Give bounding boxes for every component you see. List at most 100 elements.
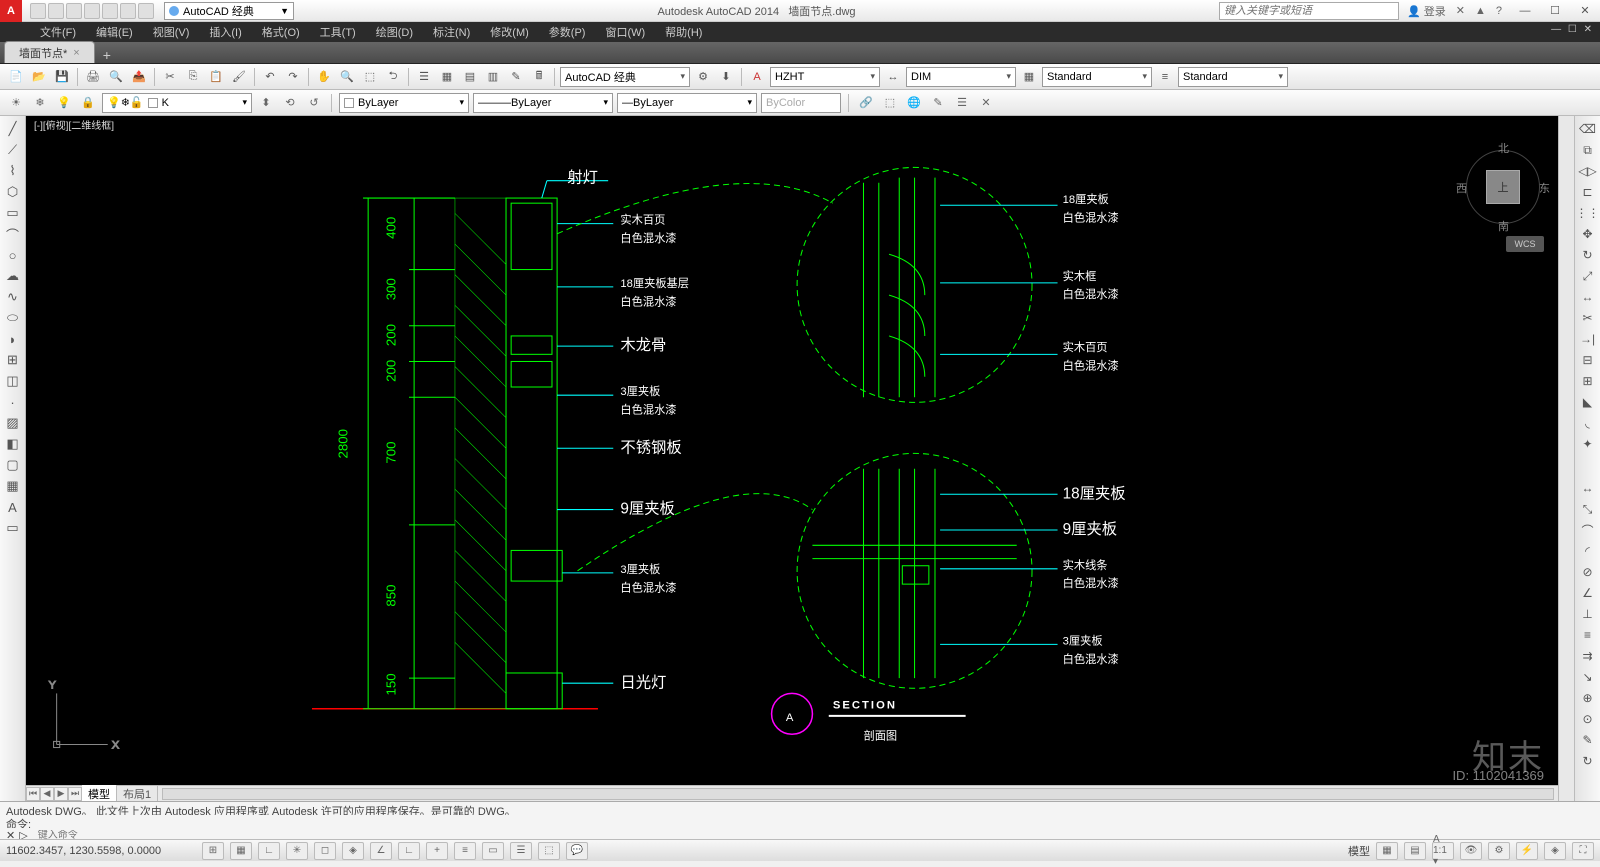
circle-icon[interactable]: ○ bbox=[3, 246, 23, 264]
pan-icon[interactable]: ✋ bbox=[314, 67, 334, 87]
scale-icon[interactable]: ⤢ bbox=[1578, 267, 1598, 285]
line-icon[interactable]: ╱ bbox=[3, 120, 23, 138]
status-grid-icon[interactable]: ▦ bbox=[1376, 842, 1398, 860]
block-icon[interactable]: ◫ bbox=[3, 372, 23, 390]
menu-window[interactable]: 窗口(W) bbox=[595, 22, 655, 42]
mtext-icon[interactable]: A bbox=[3, 498, 23, 516]
signin-button[interactable]: 👤 登录 bbox=[1407, 3, 1446, 19]
cut-icon[interactable]: ✂ bbox=[160, 67, 180, 87]
help-icon[interactable]: ? bbox=[1496, 5, 1502, 17]
grid-toggle[interactable]: ▦ bbox=[230, 842, 252, 860]
document-tab[interactable]: 墙面节点* × bbox=[4, 41, 95, 63]
redo-icon[interactable]: ↷ bbox=[283, 67, 303, 87]
rotate-icon[interactable]: ↻ bbox=[1578, 246, 1598, 264]
dim-aligned-icon[interactable]: ⤡ bbox=[1578, 500, 1598, 518]
paste-icon[interactable]: 📋 bbox=[206, 67, 226, 87]
new-icon[interactable]: 📄 bbox=[6, 67, 26, 87]
dimstyle-icon[interactable]: ↔ bbox=[883, 67, 903, 87]
preview-icon[interactable]: 🔍 bbox=[106, 67, 126, 87]
menu-view[interactable]: 视图(V) bbox=[143, 22, 200, 42]
drawing-canvas[interactable]: YX bbox=[26, 132, 1558, 785]
ref-edit-icon[interactable]: ✎ bbox=[928, 93, 948, 113]
wcs-indicator[interactable]: WCS bbox=[1506, 236, 1544, 252]
dim-arc-icon[interactable]: ⌒ bbox=[1578, 521, 1598, 539]
ref-manager-icon[interactable]: ☰ bbox=[952, 93, 972, 113]
layer-freeze-icon[interactable]: ❄ bbox=[30, 93, 50, 113]
publish-icon[interactable]: 📤 bbox=[129, 67, 149, 87]
dim-update-icon[interactable]: ↻ bbox=[1578, 752, 1598, 770]
dim-leader-icon[interactable]: ↘ bbox=[1578, 668, 1598, 686]
dim-angular-icon[interactable]: ∠ bbox=[1578, 584, 1598, 602]
textstyle-combo[interactable]: HZHT▾ bbox=[770, 67, 880, 87]
ref-close-icon[interactable]: ✕ bbox=[976, 93, 996, 113]
model-tab[interactable]: 模型 bbox=[82, 785, 117, 803]
qat-save-icon[interactable] bbox=[66, 3, 82, 19]
layer-lock-icon[interactable]: 🔒 bbox=[78, 93, 98, 113]
menu-help[interactable]: 帮助(H) bbox=[655, 22, 712, 42]
dim-baseline-icon[interactable]: ≡ bbox=[1578, 626, 1598, 644]
extend-icon[interactable]: →| bbox=[1578, 330, 1598, 348]
tablestyle-combo[interactable]: Standard▾ bbox=[1042, 67, 1152, 87]
menu-file[interactable]: 文件(F) bbox=[30, 22, 86, 42]
open-icon[interactable]: 📂 bbox=[29, 67, 49, 87]
menu-dimension[interactable]: 标注(N) bbox=[423, 22, 480, 42]
am-toggle[interactable]: 💬 bbox=[566, 842, 588, 860]
copy-obj-icon[interactable]: ⧉ bbox=[1578, 141, 1598, 159]
color-combo[interactable]: ByLayer▾ bbox=[339, 93, 469, 113]
save-icon[interactable]: 💾 bbox=[52, 67, 72, 87]
layer-combo[interactable]: 💡❄🔓 K▾ bbox=[102, 93, 252, 113]
vscrollbar[interactable] bbox=[1558, 116, 1574, 801]
tab-nav-prev[interactable]: ◀ bbox=[40, 787, 54, 801]
ref-world-icon[interactable]: 🌐 bbox=[904, 93, 924, 113]
cleanscreen-icon[interactable]: ⛶ bbox=[1572, 842, 1594, 860]
tab-nav-last[interactable]: ⏭ bbox=[68, 787, 82, 801]
linetype-combo[interactable]: ——— ByLayer▾ bbox=[473, 93, 613, 113]
revcloud-icon[interactable]: ☁ bbox=[3, 267, 23, 285]
isolate-icon[interactable]: ◈ bbox=[1544, 842, 1566, 860]
app-logo[interactable]: A bbox=[0, 0, 22, 22]
dim-continue-icon[interactable]: ⇉ bbox=[1578, 647, 1598, 665]
mlstyle-icon[interactable]: ≡ bbox=[1155, 67, 1175, 87]
hscrollbar[interactable] bbox=[162, 788, 1554, 800]
tablestyle-icon[interactable]: ▦ bbox=[1019, 67, 1039, 87]
spline-icon[interactable]: ∿ bbox=[3, 288, 23, 306]
ws-switch-icon[interactable]: ⚙ bbox=[1488, 842, 1510, 860]
stretch-icon[interactable]: ↔ bbox=[1578, 288, 1598, 306]
exchange-icon[interactable]: ✕ bbox=[1456, 4, 1465, 17]
layerprev-icon[interactable]: ↺ bbox=[304, 93, 324, 113]
annoscale-icon[interactable]: A 1:1 ▾ bbox=[1432, 842, 1454, 860]
viewport-label[interactable]: [-][俯视][二维线框] bbox=[26, 116, 1558, 132]
chamfer-icon[interactable]: ◣ bbox=[1578, 393, 1598, 411]
dim-linear-icon[interactable]: ↔ bbox=[1578, 479, 1598, 497]
qat-undo-icon[interactable] bbox=[120, 3, 136, 19]
properties-icon[interactable]: ☰ bbox=[414, 67, 434, 87]
point-icon[interactable]: · bbox=[3, 393, 23, 411]
dim-tolerance-icon[interactable]: ⊕ bbox=[1578, 689, 1598, 707]
textstyle-icon[interactable]: A bbox=[747, 67, 767, 87]
qat-redo-icon[interactable] bbox=[138, 3, 154, 19]
close-tab-icon[interactable]: × bbox=[73, 47, 79, 59]
new-tab-button[interactable]: + bbox=[95, 47, 119, 63]
join-icon[interactable]: ⊞ bbox=[1578, 372, 1598, 390]
qat-saveas-icon[interactable] bbox=[84, 3, 100, 19]
calc-icon[interactable]: 🖩 bbox=[529, 67, 549, 87]
3dosnap-toggle[interactable]: ◈ bbox=[342, 842, 364, 860]
ssm-icon[interactable]: ▥ bbox=[483, 67, 503, 87]
tab-nav-next[interactable]: ▶ bbox=[54, 787, 68, 801]
gradient-icon[interactable]: ◧ bbox=[3, 435, 23, 453]
ws-settings-icon[interactable]: ⚙ bbox=[693, 67, 713, 87]
dyn-toggle[interactable]: + bbox=[426, 842, 448, 860]
minimize-button[interactable]: — bbox=[1510, 1, 1540, 21]
explode-icon[interactable]: ✦ bbox=[1578, 435, 1598, 453]
layermatch-icon[interactable]: ⟲ bbox=[280, 93, 300, 113]
maximize-button[interactable]: ☐ bbox=[1540, 1, 1570, 21]
erase-icon[interactable]: ⌫ bbox=[1578, 120, 1598, 138]
menu-tools[interactable]: 工具(T) bbox=[310, 22, 366, 42]
break-icon[interactable]: ⊟ bbox=[1578, 351, 1598, 369]
viewcube[interactable]: 上 北 南 东 西 bbox=[1458, 142, 1548, 232]
plot-icon[interactable]: 🖨 bbox=[83, 67, 103, 87]
rectangle-icon[interactable]: ▭ bbox=[3, 204, 23, 222]
ws-save-icon[interactable]: ⬇ bbox=[716, 67, 736, 87]
dim-edit-icon[interactable]: ✎ bbox=[1578, 731, 1598, 749]
modelspace-label[interactable]: 模型 bbox=[1348, 843, 1370, 859]
